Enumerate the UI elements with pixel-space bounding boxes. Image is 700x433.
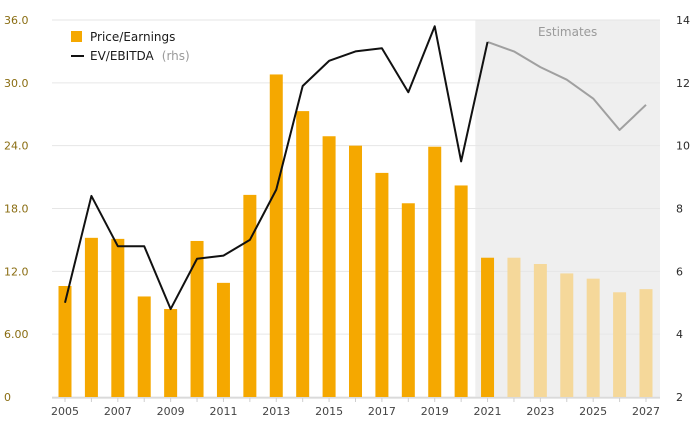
right-tick-label: 8 — [676, 203, 683, 216]
pe-bar — [401, 203, 415, 397]
left-tick-label: 6.00 — [4, 328, 29, 341]
estimates-label: Estimates — [538, 25, 597, 39]
left-tick-label: 18.0 — [4, 203, 29, 216]
pe-bar — [560, 273, 574, 397]
pe-bar — [164, 309, 178, 397]
pe-bar — [586, 278, 600, 397]
legend-swatch-price-earnings — [71, 31, 82, 42]
pe-bar — [613, 292, 627, 397]
pe-bar — [296, 111, 310, 397]
right-tick-label: 6 — [676, 265, 683, 278]
right-tick-label: 4 — [676, 328, 683, 341]
legend-label-rhs: (rhs) — [162, 49, 190, 63]
legend-label-ev-ebitda: EV/EBITDA — [90, 49, 155, 63]
x-tick-label: 2023 — [526, 405, 554, 418]
pe-bar — [428, 146, 442, 397]
bars — [58, 74, 653, 397]
right-tick-label: 2 — [676, 391, 683, 404]
right-tick-label: 14 — [676, 14, 690, 27]
pe-bar — [454, 185, 468, 397]
x-tick-label: 2007 — [104, 405, 132, 418]
pe-bar — [137, 296, 151, 397]
legend-label-price-earnings: Price/Earnings — [90, 30, 175, 44]
right-tick-label: 10 — [676, 140, 690, 153]
left-tick-label: 24.0 — [4, 140, 29, 153]
x-tick-label: 2013 — [262, 405, 290, 418]
pe-bar — [322, 136, 336, 397]
x-tick-label: 2015 — [315, 405, 343, 418]
right-axis-ticks: 2 4 6 8 10 12 14 — [676, 14, 690, 404]
pe-bar — [111, 238, 125, 397]
pe-bar — [349, 145, 362, 397]
pe-bar — [507, 257, 521, 397]
left-tick-label: 12.0 — [4, 265, 29, 278]
pe-bar — [639, 289, 653, 397]
pe-bar — [481, 257, 495, 397]
pe-bar — [84, 237, 98, 397]
pe-bar — [190, 240, 204, 397]
x-tick-label: 2009 — [157, 405, 185, 418]
x-tick-label: 2027 — [632, 405, 660, 418]
pe-bar — [269, 74, 283, 397]
left-tick-label: 36.0 — [4, 14, 29, 27]
ev-ebitda-line — [64, 25, 647, 311]
pe-bar — [58, 285, 72, 397]
legend: Price/Earnings EV/EBITDA (rhs) — [71, 30, 190, 64]
right-tick-label: 12 — [676, 77, 690, 90]
x-tick-label: 2017 — [368, 405, 396, 418]
pe-bar — [216, 282, 230, 397]
pe-bar — [243, 194, 257, 397]
pe-bar — [533, 264, 547, 397]
x-tick-label: 2005 — [51, 405, 79, 418]
x-axis: 2005 2007 2009 2011 2013 2015 2017 2019 2021 2023… — [51, 397, 660, 418]
left-axis-ticks: 0 6.00 12.0 18.0 24.0 30.0 36.0 — [4, 14, 29, 404]
left-tick-label: 0 — [4, 391, 11, 404]
x-tick-label: 2019 — [421, 405, 449, 418]
x-tick-label: 2011 — [209, 405, 237, 418]
x-tick-label: 2025 — [579, 405, 607, 418]
left-tick-label: 30.0 — [4, 77, 29, 90]
ev-ebitda-actual-line — [64, 25, 489, 311]
ev-ebitda-estimate-line — [487, 41, 647, 131]
legend-label-ev-ebitda-group: EV/EBITDA (rhs) — [90, 47, 190, 64]
x-tick-label: 2021 — [474, 405, 502, 418]
pe-bar — [375, 172, 389, 397]
